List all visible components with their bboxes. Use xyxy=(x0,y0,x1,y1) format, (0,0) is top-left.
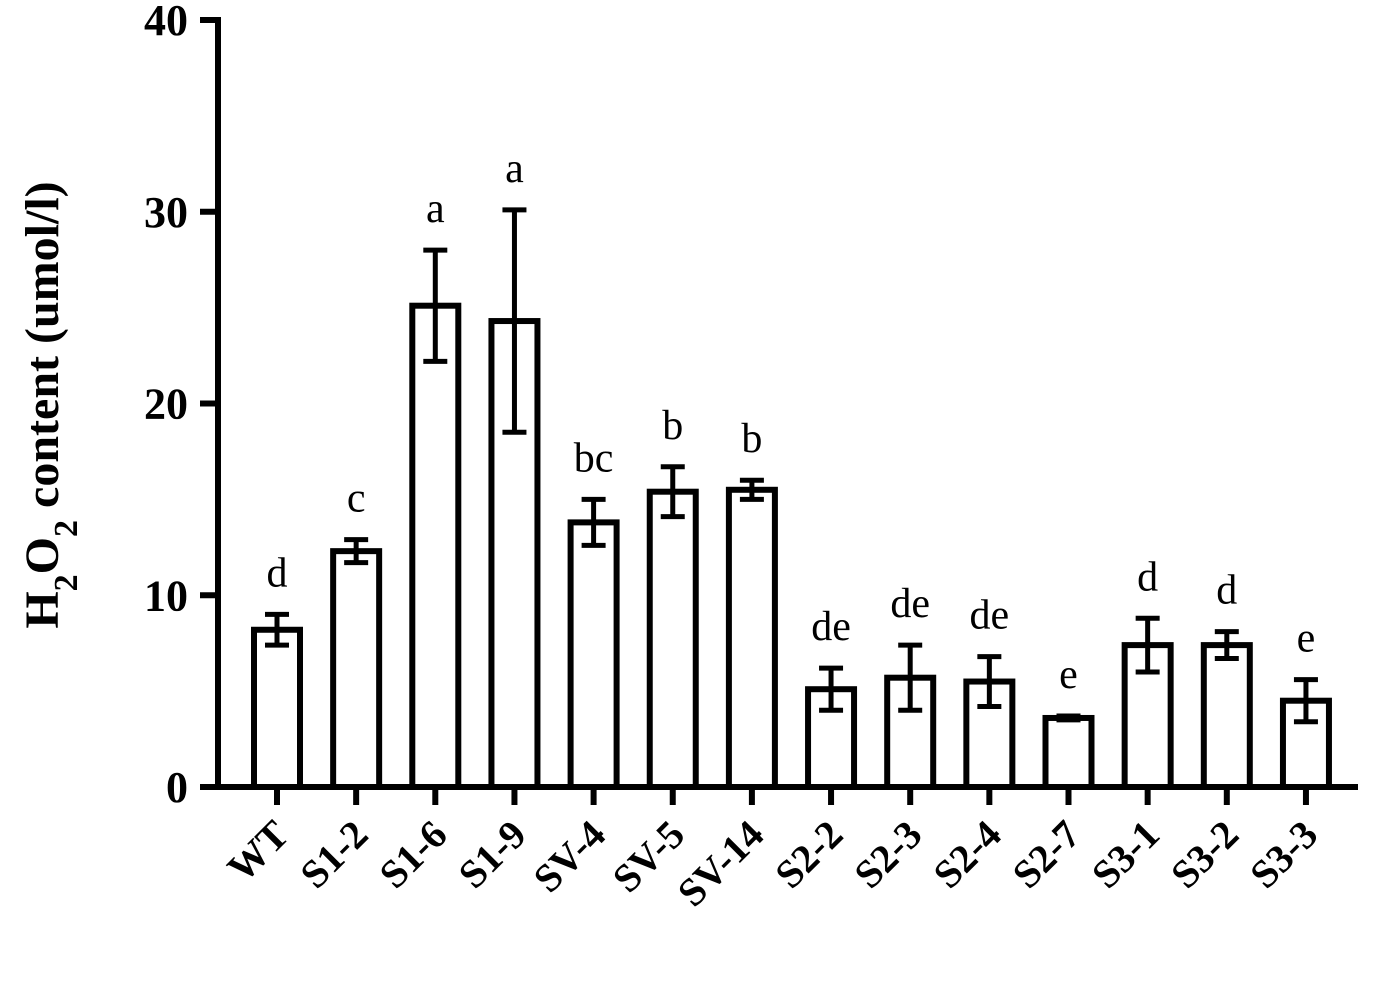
y-tick-label: 30 xyxy=(144,188,188,237)
x-ticks: WTS1-2S1-6S1-9SV-4SV-5SV-14S2-2S2-3S2-4S… xyxy=(218,787,1326,915)
significance-letter: d xyxy=(1137,554,1158,600)
y-axis-label-subscript: 2 xyxy=(48,574,85,591)
significance-letter: d xyxy=(267,550,288,596)
significance-letter: c xyxy=(347,476,366,522)
bar-s3-2 xyxy=(1200,642,1253,790)
x-tick-label: S1-9 xyxy=(450,812,535,897)
error-bar-s2-7 xyxy=(1056,713,1081,723)
error-bar-s2-2 xyxy=(819,665,844,713)
significance-letter: e xyxy=(1059,652,1078,698)
bars xyxy=(251,302,1332,791)
y-axis-label-part: O xyxy=(16,537,69,574)
x-tick-label: S1-6 xyxy=(370,812,455,897)
significance-letter: bc xyxy=(574,435,614,481)
bar-s1-2 xyxy=(330,548,383,791)
y-tick-label: 0 xyxy=(166,763,188,812)
bar-sv-5 xyxy=(646,488,699,790)
error-bar-sv-4 xyxy=(581,496,606,548)
error-bar-s2-3 xyxy=(898,642,923,713)
significance-letter: a xyxy=(426,186,445,232)
significance-letter: e xyxy=(1297,616,1316,662)
y-axis-label-part: H xyxy=(16,591,69,628)
x-tick-label: S3-2 xyxy=(1162,812,1247,897)
y-tick-label: 40 xyxy=(144,0,188,45)
x-tick-label: SV-14 xyxy=(669,812,773,916)
significance-letter: a xyxy=(505,146,524,192)
error-bar-s3-2 xyxy=(1214,629,1239,662)
significance-letter: de xyxy=(811,604,851,650)
error-bar-wt xyxy=(265,611,289,648)
significance-letter: b xyxy=(662,403,683,449)
error-bar-sv-14 xyxy=(739,477,764,502)
y-axis-label-part: content (umol/l) xyxy=(16,181,69,520)
x-tick-label: SV-4 xyxy=(525,812,614,901)
error-bar-sv-5 xyxy=(660,464,685,520)
y-tick-label: 10 xyxy=(144,571,188,620)
y-ticks: 0 10 20 30 40 xyxy=(144,0,218,812)
y-axis-label-group: H2O2 content (umol/l) xyxy=(16,181,85,628)
significance-letter: b xyxy=(741,416,762,462)
error-bar-s3-3 xyxy=(1293,677,1318,725)
bar-s2-7 xyxy=(1042,714,1095,790)
y-tick-label: 20 xyxy=(144,380,188,429)
x-tick-label: S2-3 xyxy=(845,812,930,897)
x-tick-label: S2-4 xyxy=(924,812,1009,897)
significance-letter: de xyxy=(970,593,1010,639)
significance-letter: d xyxy=(1216,568,1237,614)
bar-wt xyxy=(251,626,303,791)
x-tick-label: S3-1 xyxy=(1083,812,1168,897)
error-bar-s3-1 xyxy=(1135,615,1160,675)
error-bar-s1-9 xyxy=(502,207,527,435)
bar-sv-14 xyxy=(725,486,778,790)
bar-sv-4 xyxy=(567,519,620,790)
error-bar-s2-4 xyxy=(977,654,1002,709)
x-tick-label: S3-3 xyxy=(1241,812,1326,897)
x-tick-label: WT xyxy=(218,811,297,890)
y-axis-label-subscript: 2 xyxy=(48,520,85,537)
x-tick-label: S2-2 xyxy=(766,812,851,897)
error-bar-s1-2 xyxy=(344,537,369,566)
x-tick-label: S2-7 xyxy=(1004,812,1089,897)
bar-s1-6 xyxy=(409,302,462,790)
y-axis-label: H2O2 content (umol/l) xyxy=(16,181,85,628)
error-bars xyxy=(265,207,1318,725)
x-tick-label: S1-2 xyxy=(291,812,376,897)
error-bar-s1-6 xyxy=(423,247,448,364)
axes xyxy=(215,17,1358,790)
significance-letter: de xyxy=(890,581,930,627)
